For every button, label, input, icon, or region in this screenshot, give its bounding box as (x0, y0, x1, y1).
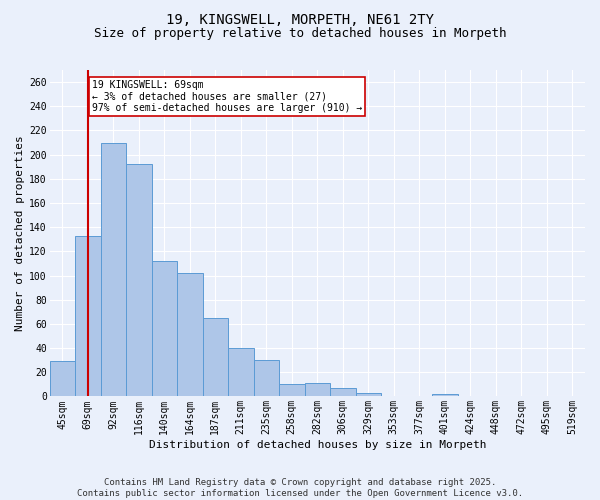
Bar (330, 388, 356, 396)
Bar (75, 236, 101, 396)
Bar (50, 362, 75, 396)
Bar (203, 318, 228, 396)
Text: Size of property relative to detached houses in Morpeth: Size of property relative to detached ho… (94, 28, 506, 40)
Y-axis label: Number of detached properties: Number of detached properties (15, 136, 25, 331)
Bar (152, 261, 177, 396)
Bar (356, 393, 381, 396)
Bar (228, 348, 254, 397)
Bar (101, 142, 126, 396)
Bar (279, 384, 305, 396)
Bar (177, 273, 203, 396)
Bar (305, 383, 330, 396)
Text: Contains HM Land Registry data © Crown copyright and database right 2025.
Contai: Contains HM Land Registry data © Crown c… (77, 478, 523, 498)
Bar (126, 164, 152, 396)
Bar (254, 360, 279, 397)
X-axis label: Distribution of detached houses by size in Morpeth: Distribution of detached houses by size … (149, 440, 486, 450)
Text: 19 KINGSWELL: 69sqm
← 3% of detached houses are smaller (27)
97% of semi-detache: 19 KINGSWELL: 69sqm ← 3% of detached hou… (92, 80, 362, 113)
Bar (432, 394, 458, 396)
Text: 19, KINGSWELL, MORPETH, NE61 2TY: 19, KINGSWELL, MORPETH, NE61 2TY (166, 12, 434, 26)
